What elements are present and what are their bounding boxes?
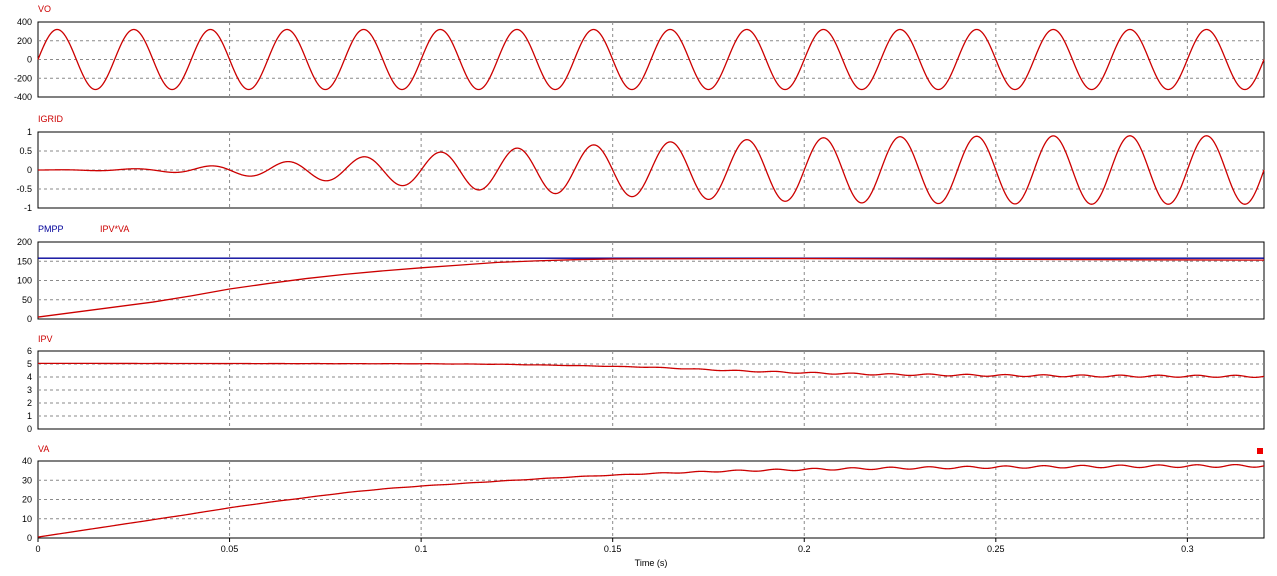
y-tick-label: 100 (17, 276, 32, 286)
grid-vo (38, 22, 1264, 97)
legend-igrid: IGRID (38, 114, 64, 124)
y-tick-label: 5 (27, 359, 32, 369)
x-tick-label: 0.05 (221, 544, 239, 554)
series-igrid (37, 135, 1265, 205)
y-tick-label: 1 (27, 411, 32, 421)
y-tick-label: 0 (27, 55, 32, 65)
panel-power: PMPP IPV*VA 200 150 100 50 0 (17, 224, 1265, 324)
x-tick-label: 0.2 (798, 544, 811, 554)
legend-ipv-va: IPV*VA (100, 224, 129, 234)
series-ipv (37, 362, 1265, 379)
y-tick-label: -0.5 (16, 184, 32, 194)
y-tick-label: 200 (17, 237, 32, 247)
y-tick-label: 20 (22, 495, 32, 505)
x-tick-label: 0.3 (1181, 544, 1194, 554)
y-tick-label: -1 (24, 203, 32, 213)
cursor-marker-icon[interactable] (1257, 448, 1263, 454)
panel-vo: VO 400 200 0 -200 -400 (14, 4, 1265, 102)
y-tick-label: -200 (14, 73, 32, 83)
y-tick-label: 4 (27, 372, 32, 382)
y-ticks-ipv: 6 5 4 3 2 1 0 (27, 346, 32, 434)
series-line-va (37, 463, 1265, 538)
y-tick-label: 0 (27, 314, 32, 324)
grid-va (38, 461, 1264, 538)
grid-ipv (38, 351, 1264, 429)
y-tick-label: 10 (22, 514, 32, 524)
grid-power (38, 242, 1264, 319)
series-power (37, 257, 1265, 318)
legend-ipv: IPV (38, 334, 53, 344)
y-tick-label: 200 (17, 36, 32, 46)
series-line-vo (37, 28, 1265, 91)
legend-pmpp: PMPP (38, 224, 64, 234)
series-va (37, 463, 1265, 538)
x-axis-label: Time (s) (635, 558, 668, 568)
x-tick-label: 0.1 (415, 544, 428, 554)
y-tick-label: 150 (17, 256, 32, 266)
y-ticks-power: 200 150 100 50 0 (17, 237, 32, 324)
legend-va: VA (38, 444, 49, 454)
series-line-ipv-va (37, 257, 1265, 318)
y-ticks-igrid: 1 0.5 0 -0.5 -1 (16, 127, 32, 213)
panel-va: VA 40 30 20 10 0 (22, 444, 1265, 543)
y-ticks-va: 40 30 20 10 0 (22, 456, 32, 543)
y-tick-label: 30 (22, 475, 32, 485)
y-tick-label: 2 (27, 398, 32, 408)
series-line-igrid (37, 135, 1265, 205)
legend-vo: VO (38, 4, 51, 14)
y-tick-label: 0.5 (19, 146, 32, 156)
x-tick-label: 0.25 (987, 544, 1005, 554)
y-tick-label: 1 (27, 127, 32, 137)
x-tick-label: 0 (35, 544, 40, 554)
y-tick-label: 0 (27, 424, 32, 434)
panel-ipv: IPV 6 5 4 3 2 1 0 (27, 334, 1265, 434)
y-tick-label: 3 (27, 385, 32, 395)
y-ticks-vo: 400 200 0 -200 -400 (14, 17, 32, 102)
series-line-ipv (37, 362, 1265, 379)
y-tick-label: 0 (27, 533, 32, 543)
y-tick-label: 40 (22, 456, 32, 466)
y-tick-label: 50 (22, 295, 32, 305)
y-tick-label: -400 (14, 92, 32, 102)
series-vo (37, 28, 1265, 91)
panel-igrid: IGRID 1 0.5 0 -0.5 -1 (16, 114, 1265, 213)
x-tick-label: 0.15 (604, 544, 622, 554)
x-axis-ticks: 0 0.05 0.1 0.15 0.2 0.25 0.3 (35, 538, 1194, 554)
y-tick-label: 0 (27, 165, 32, 175)
y-tick-label: 6 (27, 346, 32, 356)
y-tick-label: 400 (17, 17, 32, 27)
